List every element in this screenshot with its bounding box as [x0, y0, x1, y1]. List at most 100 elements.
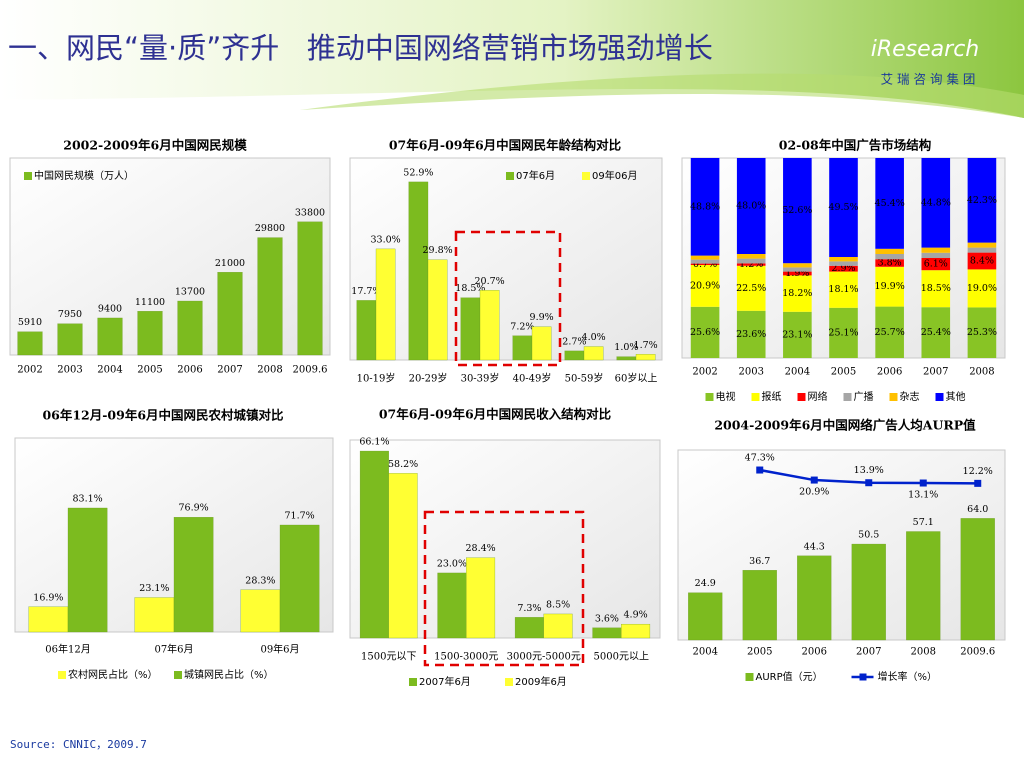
- bar: [375, 248, 396, 361]
- bar: [427, 259, 448, 361]
- data-label: 25.7%: [875, 327, 905, 338]
- bar: [466, 557, 496, 639]
- legend-swatch: [505, 678, 513, 686]
- bar-segment: [875, 266, 904, 307]
- data-label: 20.9%: [690, 280, 720, 291]
- x-tick-label: 2004: [693, 647, 718, 658]
- bar: [688, 592, 723, 641]
- bar: [960, 518, 995, 641]
- line-marker: [974, 479, 982, 487]
- bar: [177, 300, 203, 356]
- highlight-boxes: [423, 230, 585, 667]
- bar-segment: [921, 307, 951, 358]
- data-label: 0.7%: [693, 259, 717, 270]
- data-label: 2.9%: [831, 263, 855, 274]
- data-label: 18.5%: [455, 283, 485, 294]
- x-tick-label: 2006: [802, 647, 827, 658]
- data-label: 44.3: [804, 541, 825, 552]
- bar-segment: [967, 269, 997, 308]
- data-label: 1.2%: [739, 259, 763, 270]
- bar-segment: [829, 271, 858, 308]
- plot-area: [677, 449, 1006, 641]
- data-label: 71.7%: [285, 511, 315, 522]
- data-label: 50.5: [858, 530, 879, 541]
- x-tick-label: 2005: [747, 647, 772, 658]
- legend-label: 电视: [716, 390, 736, 403]
- data-label: 25.4%: [921, 327, 951, 338]
- legend-swatch: [889, 393, 898, 401]
- data-label: 42.3%: [967, 195, 997, 206]
- legend-swatch: [935, 393, 944, 401]
- legend-label: 报纸: [762, 390, 782, 403]
- data-label: 25.1%: [828, 327, 858, 338]
- x-tick-label: 2004: [97, 365, 122, 376]
- bar-segment: [829, 307, 858, 358]
- bar-segment: [690, 255, 720, 260]
- data-label: 4.9%: [624, 610, 648, 621]
- data-label: 1.0%: [614, 342, 638, 353]
- bar-segment: [875, 254, 904, 260]
- legend-swatch: [797, 393, 806, 401]
- legend-label: 09年06月: [592, 169, 637, 182]
- bar-segment: [829, 158, 858, 257]
- x-tick-label: 10-19岁: [357, 372, 396, 385]
- bar-segment: [690, 259, 720, 264]
- legend-swatch: [745, 673, 754, 681]
- data-label: 83.1%: [73, 493, 103, 504]
- legend-label: 中国网民规模（万人）: [34, 169, 134, 182]
- data-label: 52.9%: [403, 167, 433, 178]
- highlight-box: [454, 230, 562, 367]
- legend-swatch: [58, 671, 66, 679]
- bar-segment: [736, 158, 766, 254]
- bar: [742, 570, 777, 641]
- bar: [17, 331, 43, 356]
- data-label: 7.2%: [510, 321, 534, 332]
- x-tick-label: 1500元以下: [361, 652, 416, 663]
- bar: [388, 473, 418, 639]
- data-label: 8.5%: [546, 599, 570, 610]
- bar: [564, 350, 585, 361]
- x-tick-label: 2008: [911, 647, 936, 658]
- chart-title: 2002-2009年6月中国网民规模: [63, 138, 247, 153]
- x-tick-label: 1500-3000元: [434, 652, 498, 663]
- data-label: 11100: [135, 297, 165, 308]
- legend-label: 网络: [808, 390, 828, 403]
- logo: iResearch: [871, 37, 980, 62]
- x-tick-label: 2007: [923, 367, 948, 378]
- bar: [28, 606, 69, 633]
- bar-segment: [829, 261, 858, 266]
- line-marker: [919, 479, 927, 487]
- highlight-box: [423, 510, 585, 667]
- bar-segment: [875, 248, 904, 254]
- chart-title: 07年6月-09年6月中国网民年龄结构对比: [389, 138, 622, 153]
- bar-segment: [783, 271, 812, 276]
- data-label: 23.6%: [736, 329, 766, 340]
- legend-swatch: [24, 172, 32, 180]
- x-tick-label: 2008: [969, 367, 994, 378]
- bar: [543, 613, 573, 639]
- bar: [97, 317, 123, 356]
- bar: [906, 531, 941, 641]
- bar-segment: [783, 267, 812, 272]
- bar: [57, 323, 83, 356]
- bar: [635, 354, 656, 361]
- bar-segment: [783, 275, 812, 312]
- x-tick-label: 2002: [692, 367, 717, 378]
- x-tick-label: 30-39岁: [461, 372, 500, 385]
- data-label: 58.2%: [388, 459, 418, 470]
- bar: [437, 572, 467, 639]
- bar-segment: [736, 310, 766, 358]
- data-label: 44.8%: [921, 197, 951, 208]
- legend-label: 其他: [946, 390, 966, 403]
- bar-segment: [736, 265, 766, 311]
- data-label: 20.9%: [799, 487, 829, 498]
- chart-title: 06年12月-09年6月中国网民农村城镇对比: [42, 408, 284, 423]
- bar-segment: [921, 252, 951, 258]
- bar: [851, 543, 886, 641]
- bar: [240, 589, 281, 633]
- legend-label: 2009年6月: [515, 675, 567, 688]
- data-label: 1.7%: [634, 340, 658, 351]
- data-label: 22.5%: [736, 283, 766, 294]
- legend-swatch: [859, 673, 867, 681]
